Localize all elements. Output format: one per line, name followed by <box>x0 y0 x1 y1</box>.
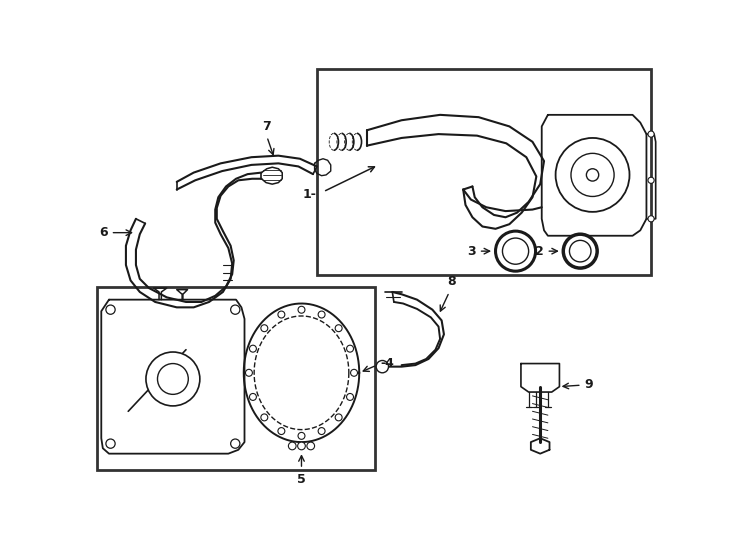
Circle shape <box>586 168 599 181</box>
Circle shape <box>571 153 614 197</box>
Circle shape <box>250 394 256 400</box>
Bar <box>98 287 374 470</box>
Circle shape <box>261 325 268 332</box>
Circle shape <box>230 305 240 314</box>
Circle shape <box>245 369 252 376</box>
Circle shape <box>297 442 305 450</box>
Text: 5: 5 <box>297 473 306 486</box>
Circle shape <box>376 361 388 373</box>
Circle shape <box>106 439 115 448</box>
Circle shape <box>278 311 285 318</box>
Circle shape <box>298 306 305 313</box>
Text: -4: -4 <box>380 357 394 370</box>
Circle shape <box>556 138 630 212</box>
Bar <box>317 69 651 275</box>
Circle shape <box>261 414 268 421</box>
Circle shape <box>351 369 357 376</box>
Text: 9: 9 <box>585 378 594 391</box>
Circle shape <box>346 394 354 400</box>
Circle shape <box>307 442 315 450</box>
Circle shape <box>318 311 325 318</box>
Text: 6: 6 <box>99 226 107 239</box>
Circle shape <box>335 414 342 421</box>
Circle shape <box>648 177 654 184</box>
Circle shape <box>563 234 597 268</box>
Circle shape <box>648 215 654 222</box>
Circle shape <box>335 325 342 332</box>
Circle shape <box>230 439 240 448</box>
Text: 2: 2 <box>535 245 544 258</box>
Circle shape <box>318 428 325 435</box>
Circle shape <box>570 240 591 262</box>
Text: 7: 7 <box>262 119 270 132</box>
Circle shape <box>298 433 305 440</box>
Circle shape <box>648 131 654 137</box>
Circle shape <box>503 238 528 264</box>
Text: 8: 8 <box>447 275 456 288</box>
Text: 3: 3 <box>468 245 476 258</box>
Circle shape <box>288 442 296 450</box>
Circle shape <box>495 231 536 271</box>
Text: 1-: 1- <box>303 188 317 201</box>
Circle shape <box>158 363 189 394</box>
Circle shape <box>146 352 200 406</box>
Circle shape <box>106 305 115 314</box>
Circle shape <box>278 428 285 435</box>
Circle shape <box>250 345 256 352</box>
Circle shape <box>346 345 354 352</box>
